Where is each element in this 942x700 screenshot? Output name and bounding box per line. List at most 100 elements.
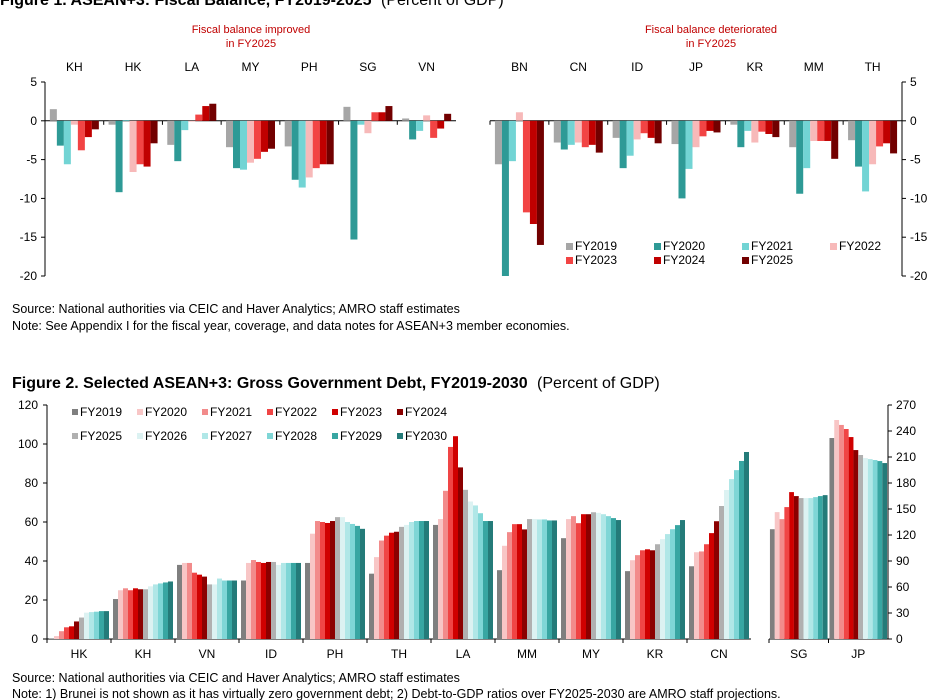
bar-th-fy2030	[424, 521, 429, 639]
bar-la-fy2026	[468, 501, 473, 639]
bar-th-fy2023	[876, 120, 884, 147]
left-y-tick-label: 80	[25, 476, 39, 490]
bar-hk-fy2019	[49, 638, 54, 639]
left-y-tick-label: 40	[25, 554, 39, 568]
bar-hk-fy2022	[64, 627, 69, 639]
legend-label-fy2030: FY2030	[405, 429, 447, 443]
bar-ph-fy2022	[305, 120, 313, 178]
legend-swatch-fy2023	[332, 409, 338, 415]
bar-jp-fy2026	[863, 458, 868, 639]
bar-th-fy2025	[890, 120, 898, 154]
bar-jp-fy2025	[713, 120, 721, 133]
bar-jp-fy2027	[867, 459, 873, 639]
bar-jp-fy2030	[882, 463, 888, 639]
bar-jp-fy2028	[872, 460, 878, 639]
bar-mm-fy2023	[817, 120, 825, 141]
bar-ph-fy2024	[319, 120, 327, 165]
bar-ph-fy2021	[298, 120, 306, 188]
left-y-tick-label: 60	[25, 515, 39, 529]
bar-cn-fy2026	[724, 490, 729, 639]
bar-id-fy2026	[276, 564, 281, 639]
bar-th-fy2027	[409, 522, 414, 639]
bar-vn-fy2021	[416, 120, 424, 131]
legend-label-fy2024: FY2024	[663, 253, 705, 267]
bar-kh-fy2019	[49, 109, 57, 121]
bar-cn-fy2022	[574, 120, 582, 143]
bar-th-fy2020	[374, 557, 379, 639]
bar-kh-fy2025	[143, 589, 148, 639]
bar-jp-fy2022	[692, 120, 700, 148]
bar-kh-fy2025	[91, 120, 99, 130]
bar-vn-fy2021	[187, 562, 192, 639]
right-y-tick-label: 240	[896, 424, 916, 438]
bar-ph-fy2022	[320, 522, 325, 639]
bar-jp-fy2021	[685, 120, 693, 169]
legend-label-fy2028: FY2028	[275, 429, 317, 443]
legend-swatch-fy2020	[654, 243, 661, 250]
bar-hk-fy2020	[54, 636, 59, 639]
bar-vn-fy2025	[207, 584, 212, 639]
y-tick-label: 5	[910, 75, 917, 89]
bar-cn-fy2022	[704, 544, 709, 639]
category-label-ph: PH	[327, 647, 344, 661]
bar-sg-fy2027	[808, 498, 814, 639]
bar-th-fy2020	[855, 120, 863, 167]
figure2-chart: 0 20 40 60 80 100 120 0 30 60 90 120 150 180 210 240 270…	[18, 398, 916, 661]
bar-la-fy2025	[463, 489, 468, 639]
right-y-tick-label: 90	[896, 554, 910, 568]
bar-vn-fy2022	[192, 572, 197, 639]
bar-cn-fy2024	[714, 521, 719, 639]
legend-swatch-fy2023	[566, 257, 573, 264]
bar-mm-fy2024	[522, 529, 527, 639]
left-y-tick-label: 100	[18, 437, 38, 451]
right-y-tick-label: 150	[896, 502, 916, 516]
bar-mm-fy2020	[502, 545, 507, 639]
bar-kr-fy2019	[625, 571, 630, 639]
legend-label-fy2022: FY2022	[275, 405, 317, 419]
bar-jp-fy2022	[843, 429, 849, 639]
bar-la-fy2024	[202, 106, 210, 121]
bar-id-fy2025	[271, 561, 276, 639]
legend-swatch-fy2025	[72, 433, 78, 439]
bar-la-fy2030	[488, 521, 493, 639]
bar-kh-fy2021	[63, 120, 71, 165]
category-label-my: MY	[582, 647, 600, 661]
legend-label-fy2025: FY2025	[751, 253, 793, 267]
bar-bn-fy2022	[515, 112, 523, 121]
bar-cn-fy2025	[719, 506, 724, 639]
bar-kr-fy2026	[660, 539, 665, 639]
bar-id-fy2019	[612, 120, 620, 138]
bar-la-fy2024	[458, 467, 463, 639]
bar-jp-fy2021	[839, 424, 844, 639]
figure1-note: Note: See Appendix I for the fiscal year…	[12, 319, 570, 333]
bar-hk-fy2022	[129, 120, 137, 173]
bar-th-fy2025	[399, 526, 404, 639]
bar-ph-fy2023	[325, 522, 330, 639]
right-y-tick-label: 210	[896, 450, 916, 464]
bar-mm-fy2022	[810, 120, 818, 141]
figure2-source: Source: National authorities via CEIC an…	[12, 671, 460, 685]
bar-sg-fy2019	[769, 529, 775, 639]
bar-th-fy2023	[389, 532, 394, 639]
bar-kr-fy2023	[645, 549, 650, 639]
bar-cn-fy2023	[709, 533, 714, 639]
bar-id-fy2027	[281, 562, 286, 639]
bar-hk-fy2026	[84, 612, 89, 639]
bar-id-fy2023	[261, 562, 266, 639]
right-y-tick-label: 30	[896, 606, 910, 620]
bar-la-fy2028	[478, 513, 483, 639]
bar-la-fy2022	[188, 120, 196, 122]
legend-swatch-fy2022	[267, 409, 273, 415]
bar-id-fy2030	[296, 562, 301, 639]
y-tick-label: -5	[910, 153, 921, 167]
bar-kr-fy2022	[751, 120, 759, 143]
category-label-sg: SG	[359, 60, 376, 74]
bar-jp-fy2020	[678, 120, 686, 199]
bar-kh-fy2030	[168, 581, 173, 639]
category-label-bn: BN	[511, 60, 528, 74]
legend-label-fy2021: FY2021	[210, 405, 252, 419]
bar-hk-fy2024	[74, 621, 79, 639]
bar-id-fy2021	[251, 560, 256, 639]
bar-sg-fy2020	[774, 512, 780, 639]
legend-label-fy2020: FY2020	[663, 239, 705, 253]
